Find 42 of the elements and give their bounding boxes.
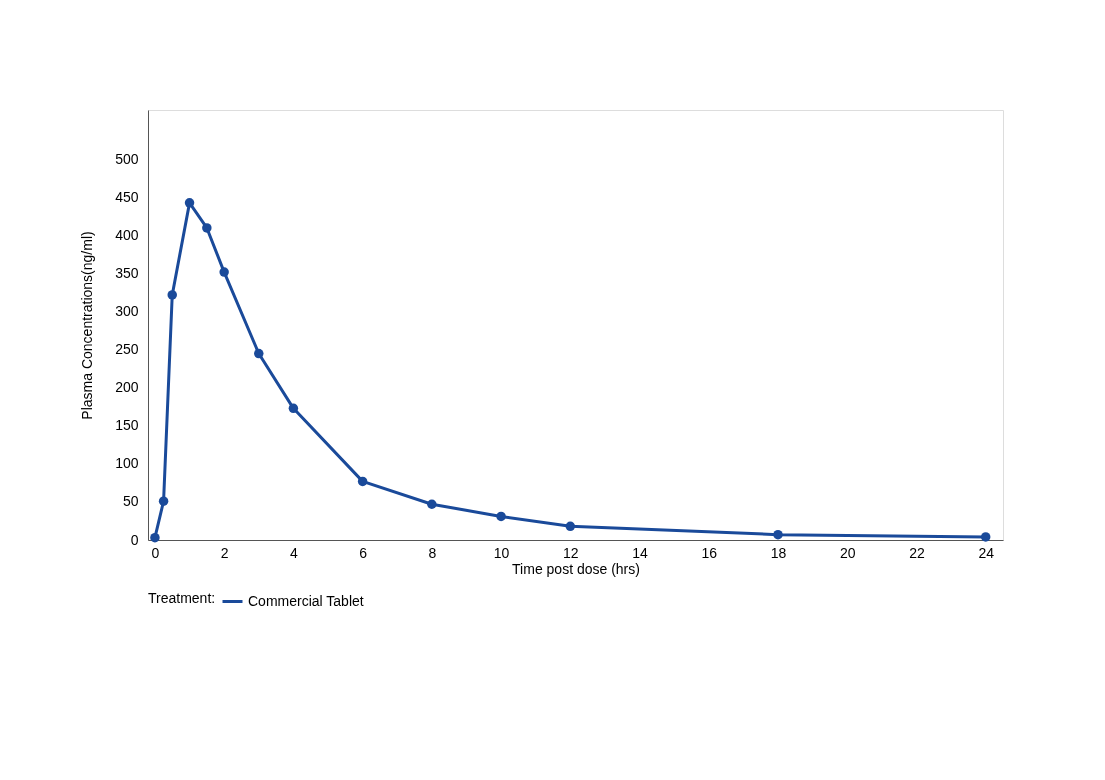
- y-tick-label: 100: [115, 455, 139, 472]
- legend-title: Treatment:: [148, 590, 216, 606]
- point: [219, 267, 229, 277]
- y-tick-label: 300: [115, 303, 139, 320]
- y-axis-title: Plasma Concentrations(ng/ml): [79, 231, 96, 420]
- point: [167, 290, 177, 300]
- point: [427, 499, 437, 509]
- x-tick-label: 18: [770, 544, 787, 561]
- point: [288, 403, 299, 414]
- y-tick-label: 500: [115, 150, 139, 167]
- point: [773, 529, 783, 540]
- x-tick-label: 4: [289, 544, 298, 561]
- point: [357, 476, 368, 487]
- y-tick-label: 450: [115, 189, 139, 206]
- x-tick-label: 10: [493, 544, 510, 561]
- x-tick-label: 22: [909, 544, 925, 561]
- point: [980, 532, 991, 542]
- point: [184, 198, 195, 208]
- point: [202, 223, 212, 233]
- legend-label: Commercial Tablet: [248, 592, 364, 609]
- x-tick-label: 16: [701, 544, 718, 561]
- x-tick-label: 24: [978, 544, 995, 561]
- y-tick-label: 400: [115, 227, 139, 244]
- x-axis-title: Time post dose (hrs): [512, 560, 640, 577]
- y-tick-label: 350: [115, 265, 139, 282]
- y-tick-label: 0: [130, 531, 139, 548]
- x-tick-label: 14: [632, 544, 649, 561]
- y-tick-label: 150: [115, 417, 139, 434]
- x-tick-label: 0: [151, 544, 160, 561]
- point: [150, 532, 160, 543]
- y-tick-label: 250: [115, 341, 139, 358]
- x-tick-label: 8: [428, 544, 437, 561]
- x-tick-label: 6: [359, 544, 368, 561]
- y-tick-label: 200: [115, 379, 139, 396]
- y-tick-label: 50: [122, 493, 139, 510]
- x-tick-label: 12: [563, 544, 579, 561]
- x-tick-label: 20: [839, 544, 856, 561]
- point: [565, 521, 576, 532]
- point: [158, 496, 169, 506]
- point: [496, 511, 506, 522]
- x-tick-label: 2: [220, 544, 229, 561]
- point: [254, 348, 264, 359]
